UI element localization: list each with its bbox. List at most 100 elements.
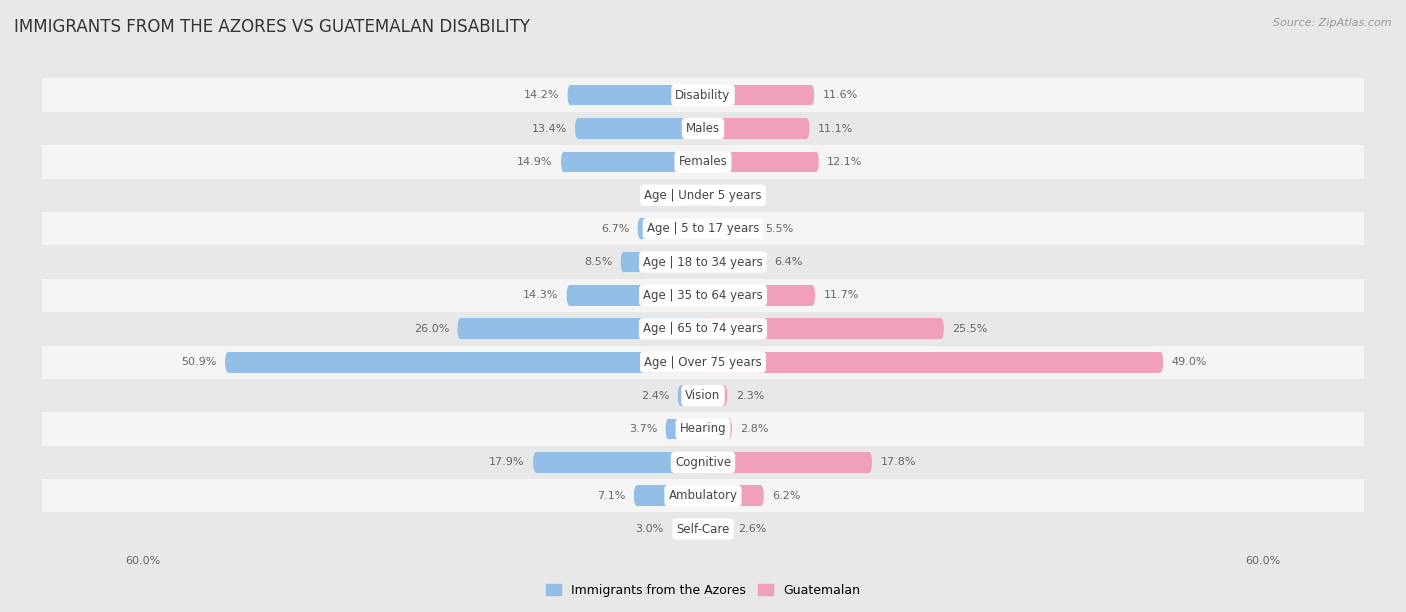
Circle shape [533, 452, 538, 472]
Text: 11.7%: 11.7% [824, 291, 859, 300]
Circle shape [938, 318, 943, 339]
Text: 17.8%: 17.8% [880, 457, 915, 468]
Text: IMMIGRANTS FROM THE AZORES VS GUATEMALAN DISABILITY: IMMIGRANTS FROM THE AZORES VS GUATEMALAN… [14, 18, 530, 36]
Text: 12.1%: 12.1% [827, 157, 862, 167]
Circle shape [678, 385, 683, 406]
FancyBboxPatch shape [42, 446, 1364, 479]
Text: 2.2%: 2.2% [643, 190, 671, 200]
Bar [682, 185, 703, 206]
Circle shape [758, 485, 763, 506]
Text: 2.4%: 2.4% [641, 390, 669, 401]
Bar [703, 185, 714, 206]
Bar [228, 352, 703, 373]
FancyBboxPatch shape [42, 278, 1364, 312]
Text: Cognitive: Cognitive [675, 456, 731, 469]
Bar [703, 419, 730, 439]
Circle shape [679, 185, 685, 206]
Text: 50.9%: 50.9% [181, 357, 217, 367]
FancyBboxPatch shape [42, 379, 1364, 412]
Text: Self-Care: Self-Care [676, 523, 730, 536]
Bar [681, 385, 703, 406]
Bar [578, 118, 703, 139]
Bar [703, 152, 815, 172]
Circle shape [724, 519, 730, 539]
Circle shape [759, 252, 766, 272]
Text: Males: Males [686, 122, 720, 135]
FancyBboxPatch shape [42, 179, 1364, 212]
Text: Age | 35 to 64 years: Age | 35 to 64 years [643, 289, 763, 302]
Text: 8.5%: 8.5% [583, 257, 613, 267]
Text: Females: Females [679, 155, 727, 168]
Text: 13.4%: 13.4% [531, 124, 567, 133]
Bar [536, 452, 703, 472]
Bar [703, 85, 811, 105]
Text: Source: ZipAtlas.com: Source: ZipAtlas.com [1274, 18, 1392, 28]
Circle shape [621, 252, 627, 272]
Circle shape [634, 485, 640, 506]
Circle shape [810, 285, 815, 306]
Text: 6.4%: 6.4% [773, 257, 803, 267]
Bar [703, 385, 724, 406]
Circle shape [225, 352, 231, 373]
Legend: Immigrants from the Azores, Guatemalan: Immigrants from the Azores, Guatemalan [541, 579, 865, 602]
Circle shape [813, 152, 818, 172]
Bar [703, 352, 1160, 373]
Text: 14.9%: 14.9% [517, 157, 553, 167]
Text: 25.5%: 25.5% [952, 324, 987, 334]
Text: 1.2%: 1.2% [725, 190, 754, 200]
Circle shape [665, 419, 671, 439]
Text: 17.9%: 17.9% [489, 457, 524, 468]
Text: 7.1%: 7.1% [598, 491, 626, 501]
Text: 14.2%: 14.2% [524, 90, 560, 100]
Text: Ambulatory: Ambulatory [668, 489, 738, 502]
Text: Age | Over 75 years: Age | Over 75 years [644, 356, 762, 368]
FancyBboxPatch shape [42, 312, 1364, 346]
Text: 5.5%: 5.5% [765, 223, 794, 234]
Text: 2.8%: 2.8% [741, 424, 769, 434]
Bar [569, 285, 703, 306]
Bar [564, 152, 703, 172]
Bar [703, 318, 941, 339]
FancyBboxPatch shape [42, 112, 1364, 145]
Bar [641, 218, 703, 239]
Text: 3.0%: 3.0% [636, 524, 664, 534]
Bar [460, 318, 703, 339]
Circle shape [561, 152, 567, 172]
Bar [703, 285, 813, 306]
FancyBboxPatch shape [42, 512, 1364, 546]
FancyBboxPatch shape [42, 78, 1364, 112]
Text: 26.0%: 26.0% [413, 324, 449, 334]
Text: Disability: Disability [675, 89, 731, 102]
FancyBboxPatch shape [42, 212, 1364, 245]
Text: 2.3%: 2.3% [735, 390, 763, 401]
Text: Vision: Vision [685, 389, 721, 402]
Circle shape [637, 218, 644, 239]
FancyBboxPatch shape [42, 346, 1364, 379]
Bar [668, 419, 703, 439]
Circle shape [866, 452, 872, 472]
Text: 14.3%: 14.3% [523, 291, 558, 300]
FancyBboxPatch shape [42, 479, 1364, 512]
Circle shape [727, 419, 733, 439]
Circle shape [567, 285, 572, 306]
Text: 49.0%: 49.0% [1171, 357, 1206, 367]
Circle shape [751, 218, 758, 239]
Bar [703, 218, 755, 239]
Text: 3.7%: 3.7% [628, 424, 657, 434]
Text: 11.6%: 11.6% [823, 90, 858, 100]
Bar [637, 485, 703, 506]
Text: 6.7%: 6.7% [600, 223, 630, 234]
Bar [675, 519, 703, 539]
FancyBboxPatch shape [42, 245, 1364, 278]
Circle shape [568, 85, 574, 105]
Text: Hearing: Hearing [679, 422, 727, 436]
Bar [624, 252, 703, 272]
Circle shape [1157, 352, 1163, 373]
Bar [703, 452, 869, 472]
Bar [571, 85, 703, 105]
Circle shape [672, 519, 678, 539]
Circle shape [721, 385, 727, 406]
FancyBboxPatch shape [42, 412, 1364, 446]
Text: 2.6%: 2.6% [738, 524, 766, 534]
Circle shape [457, 318, 463, 339]
